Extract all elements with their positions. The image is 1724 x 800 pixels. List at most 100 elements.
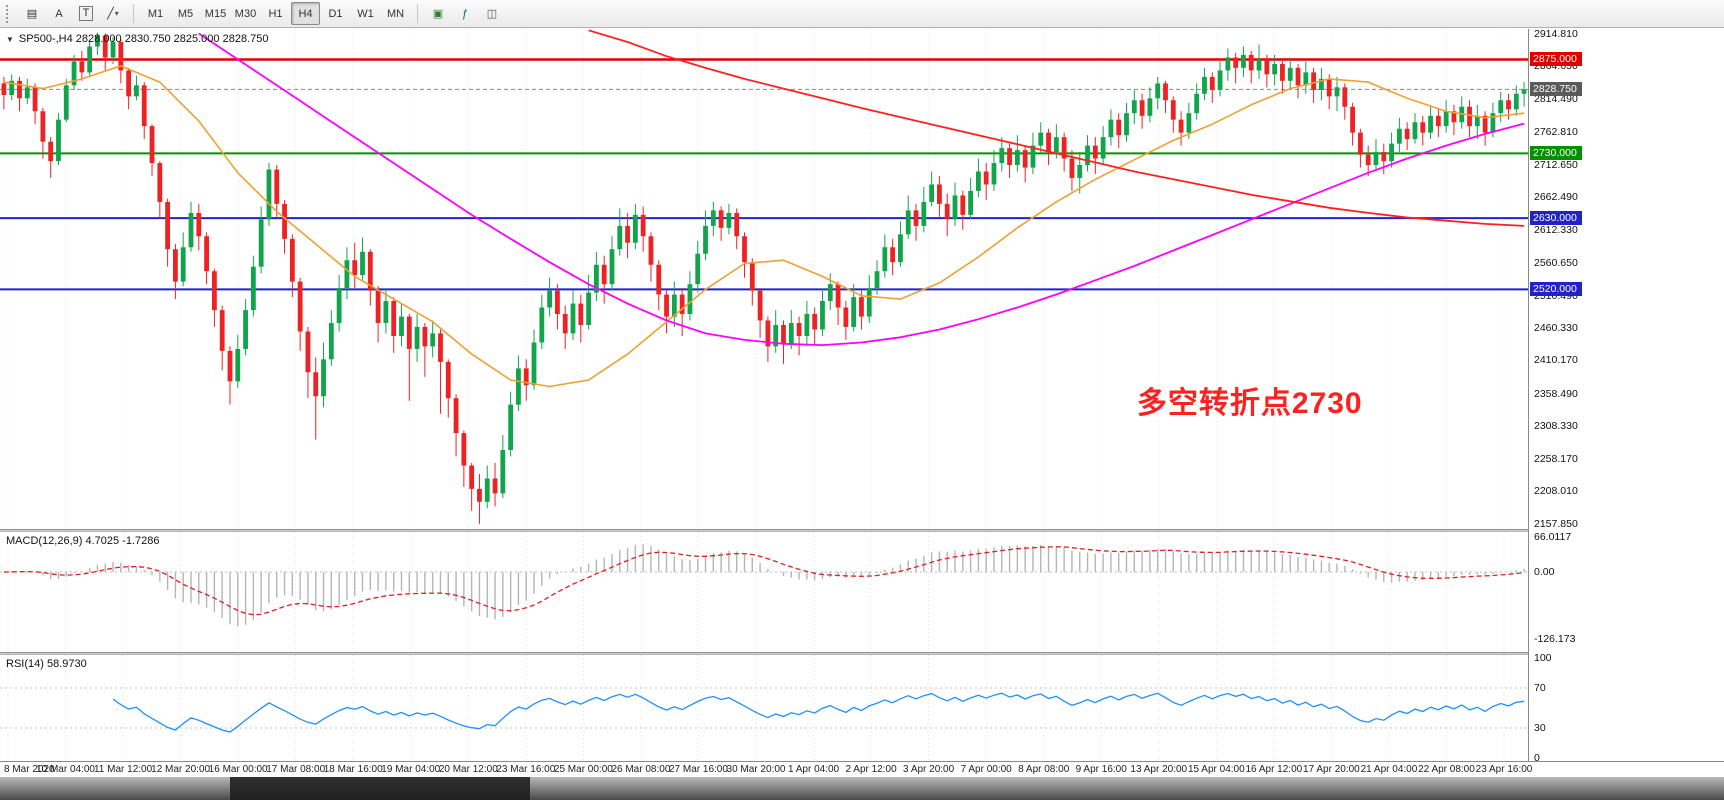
toolbar: ▤ A T ╱ ▾ M1 M5 M15 M30 H1 H4 D1 W1 MN ▣… (0, 0, 1724, 28)
axis-tick-label: 2308.330 (1534, 420, 1578, 433)
chart-window-glyph: ▤ (26, 8, 38, 20)
text-box-icon[interactable]: T (73, 2, 99, 25)
time-tick-label: 9 Apr 16:00 (1075, 764, 1127, 775)
axis-tick-label: 2258.170 (1534, 452, 1578, 465)
templates-glyph: ◫ (486, 8, 498, 20)
toolbar-separator (417, 4, 418, 23)
time-tick-label: 8 Apr 08:00 (1018, 764, 1070, 775)
symbol-ohlc-text: SP500-,H4 2828.000 2830.750 2825.000 282… (18, 33, 269, 45)
axis-tick-label: 2560.650 (1534, 257, 1578, 270)
axis-tick-label: 0.00 (1534, 566, 1555, 578)
axis-tick-label: 2410.170 (1534, 354, 1578, 367)
one-click-trading-icon[interactable]: ▼ (6, 34, 14, 44)
chevron-down-icon: ▾ (114, 9, 119, 18)
chart-info-line: ▼ SP500-,H4 2828.000 2830.750 2825.000 2… (6, 33, 268, 45)
price-axis[interactable]: 2914.8102864.6502814.4902762.8102712.650… (1528, 27, 1724, 764)
timeframe-button-w1[interactable]: W1 (357, 7, 374, 20)
price-line-badge: 2630.000 (1530, 211, 1582, 226)
axis-tick-label: 100 (1534, 652, 1552, 664)
axis-tick-label: 2662.490 (1534, 191, 1578, 204)
time-tick-label: 20 Mar 12:00 (438, 764, 498, 775)
chart-region: ▼ SP500-,H4 2828.000 2830.750 2825.000 2… (0, 27, 1724, 777)
bottom-bar-dark-segment (230, 777, 530, 800)
new-order-icon[interactable]: ▣ (425, 2, 451, 25)
templates-icon[interactable]: ◫ (479, 2, 505, 25)
text-label-icon[interactable]: A (46, 2, 72, 25)
axis-tick-label: 70 (1534, 682, 1546, 694)
time-tick-label: 10 Mar 04:00 (36, 764, 95, 775)
macd-label: MACD(12,26,9) 4.7025 -1.7286 (6, 535, 160, 547)
timeframe-button-m5[interactable]: M5 (177, 7, 194, 20)
axis-tick-label: -126.173 (1534, 633, 1576, 646)
time-tick-label: 2 Apr 12:00 (845, 764, 897, 775)
price-line-badge: 2875.000 (1530, 52, 1582, 67)
price-line-badge: 2730.000 (1530, 146, 1582, 161)
time-tick-label: 21 Apr 04:00 (1360, 764, 1418, 775)
rsi-plot (0, 655, 1528, 761)
time-tick-label: 23 Apr 16:00 (1475, 764, 1533, 775)
axis-tick-label: 2712.650 (1534, 158, 1578, 171)
axis-tick-label: 2612.330 (1534, 223, 1578, 236)
text-label-glyph: A (55, 7, 63, 20)
time-tick-label: 16 Mar 00:00 (208, 764, 268, 775)
timeframe-button-h1[interactable]: H1 (268, 7, 283, 20)
timeframe-button-m15[interactable]: M15 (204, 7, 227, 20)
time-axis[interactable]: 8 Mar 2020 10 Mar 04:00 11 Mar 12:00 12 Mar… (0, 761, 1724, 777)
main-chart-panel[interactable]: ▼ SP500-,H4 2828.000 2830.750 2825.000 2… (0, 29, 1528, 529)
axis-tick-label: 2157.850 (1534, 517, 1578, 530)
price-axis-main: 2914.8102864.6502814.4902762.8102712.650… (1529, 27, 1724, 530)
time-tick-label: 17 Apr 20:00 (1303, 764, 1360, 775)
time-tick-label: 27 Mar 16:00 (668, 764, 728, 775)
axis-tick-label: 2460.330 (1534, 322, 1578, 334)
panel-splitter[interactable] (0, 529, 1724, 532)
panel-splitter[interactable] (0, 652, 1724, 655)
axis-tick-label: 66.0117 (1534, 530, 1572, 543)
time-tick-label: 11 Mar 12:00 (93, 764, 153, 775)
time-tick-label: 15 Apr 04:00 (1187, 764, 1245, 775)
macd-panel[interactable]: MACD(12,26,9) 4.7025 -1.7286 (0, 532, 1528, 652)
time-tick-label: 30 Mar 20:00 (726, 764, 786, 775)
price-axis-rsi: 100 70 30 0 (1529, 652, 1724, 764)
rsi-panel[interactable]: RSI(14) 58.9730 (0, 655, 1528, 761)
rsi-label: RSI(14) 58.9730 (6, 658, 87, 670)
time-tick-label: 8 Mar 2020 (4, 764, 55, 775)
price-axis-macd: 66.0117 0.00 -126.173 (1529, 530, 1724, 652)
time-tick-label: 18 Mar 16:00 (323, 764, 383, 775)
time-tick-label: 3 Apr 20:00 (903, 764, 955, 775)
indicators-glyph: ƒ (461, 7, 469, 20)
price-line-badge: 2520.000 (1530, 282, 1582, 297)
axis-tick-label: 2914.810 (1534, 27, 1578, 40)
axis-tick-label: 2762.810 (1534, 126, 1578, 139)
chart-window-icon[interactable]: ▤ (19, 2, 45, 25)
time-tick-label: 23 Mar 16:00 (496, 764, 556, 775)
time-tick-label: 22 Apr 08:00 (1418, 764, 1475, 775)
chart-text-annotation[interactable]: 多空转折点2730 (1136, 387, 1363, 421)
candlestick-plot (0, 29, 1528, 529)
time-tick-label: 12 Mar 20:00 (151, 764, 211, 775)
timeframe-button-h4[interactable]: H4 (291, 2, 320, 25)
time-tick-label: 7 Apr 00:00 (960, 764, 1012, 775)
time-tick-label: 16 Apr 12:00 (1245, 764, 1303, 775)
time-tick-label: 17 Mar 08:00 (266, 764, 326, 775)
timeframe-button-d1[interactable]: D1 (328, 7, 343, 20)
timeframe-button-mn[interactable]: MN (386, 7, 405, 20)
draw-tools-icon[interactable]: ╱ ▾ (100, 2, 126, 25)
draw-line-glyph: ╱ (107, 8, 114, 20)
macd-plot (0, 532, 1528, 652)
price-line-badge: 2828.750 (1530, 82, 1582, 97)
toolbar-separator (133, 4, 134, 23)
time-tick-label: 1 Apr 04:00 (787, 764, 840, 775)
toolbar-drag-handle[interactable] (6, 4, 12, 23)
indicators-icon[interactable]: ƒ (452, 2, 478, 25)
text-box-glyph: T (78, 6, 94, 21)
timeframe-button-m30[interactable]: M30 (234, 7, 257, 20)
axis-tick-label: 2358.490 (1534, 387, 1578, 400)
timeframe-button-m1[interactable]: M1 (147, 7, 164, 20)
time-tick-label: 13 Apr 20:00 (1130, 764, 1188, 775)
axis-tick-label: 30 (1534, 722, 1546, 734)
axis-tick-label: 2208.010 (1534, 485, 1578, 498)
time-tick-label: 19 Mar 04:00 (381, 764, 441, 775)
bottom-bar[interactable] (0, 777, 1724, 800)
new-order-glyph: ▣ (432, 8, 444, 20)
